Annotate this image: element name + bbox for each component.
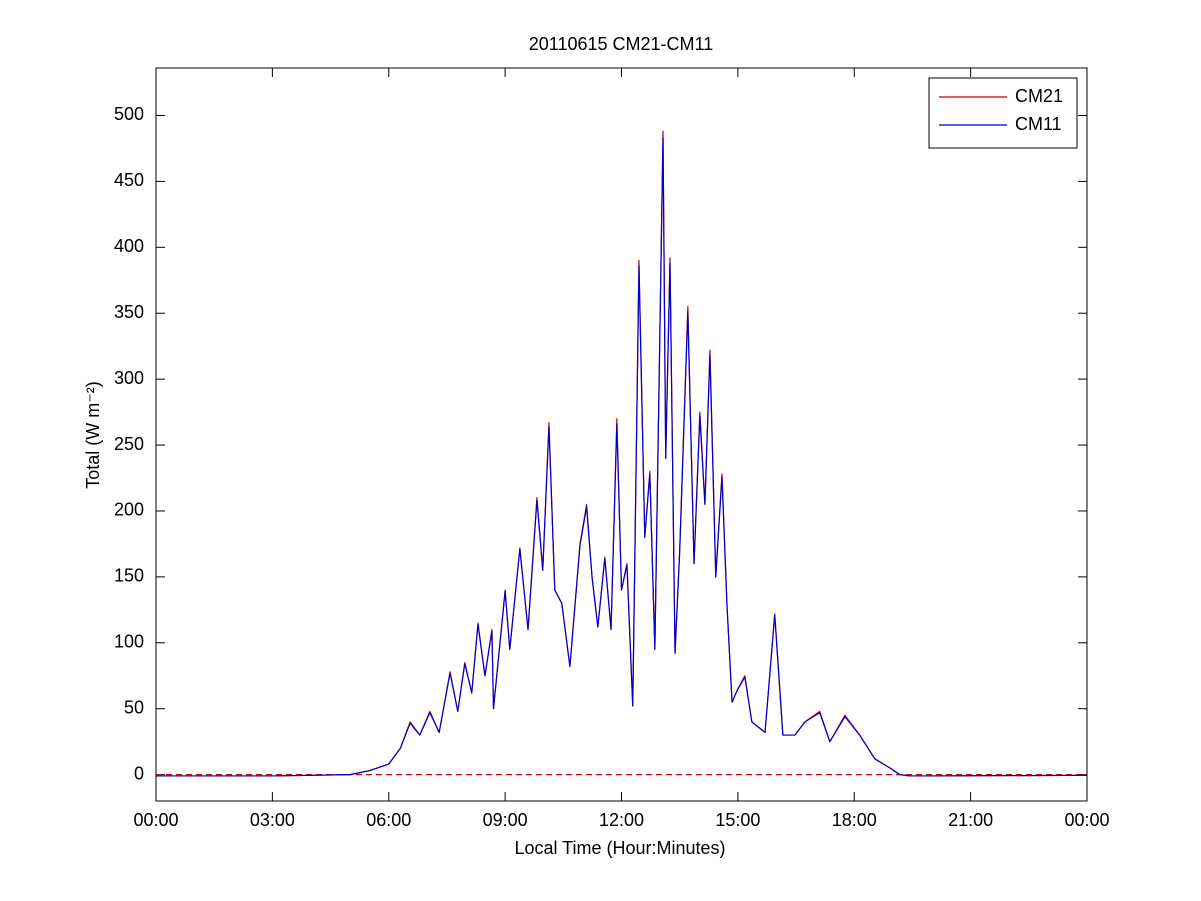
x-tick-label: 09:00 (483, 810, 528, 830)
y-tick-label: 200 (114, 500, 144, 520)
y-tick-label: 50 (124, 697, 144, 717)
series-line (156, 137, 1088, 777)
legend-label: CM21 (1015, 86, 1063, 106)
x-tick-label: 15:00 (715, 810, 760, 830)
legend-label: CM11 (1015, 114, 1062, 134)
y-tick-label: 400 (114, 236, 144, 256)
y-axis-label: Total (W m⁻²) (83, 381, 103, 489)
x-tick-label: 18:00 (832, 810, 877, 830)
chart-title: 20110615 CM21-CM11 (529, 34, 713, 54)
y-tick-label: 100 (114, 632, 144, 652)
plot-frame (155, 67, 1088, 802)
x-tick-label: 00:00 (1064, 810, 1109, 830)
legend-box (928, 77, 1078, 149)
y-tick-label: 500 (114, 104, 144, 124)
x-tick-label: 06:00 (366, 810, 411, 830)
y-tick-label: 300 (114, 368, 144, 388)
x-tick-label: 21:00 (948, 810, 993, 830)
y-tick-label: 350 (114, 302, 144, 322)
y-tick-label: 250 (114, 434, 144, 454)
y-tick-label: 150 (114, 566, 144, 586)
x-tick-label: 00:00 (133, 810, 178, 830)
x-tick-label: 03:00 (250, 810, 295, 830)
x-axis-label: Local Time (Hour:Minutes) (514, 838, 725, 858)
x-tick-label: 12:00 (599, 810, 644, 830)
y-tick-label: 450 (114, 170, 144, 190)
y-tick-label: 0 (134, 763, 144, 783)
